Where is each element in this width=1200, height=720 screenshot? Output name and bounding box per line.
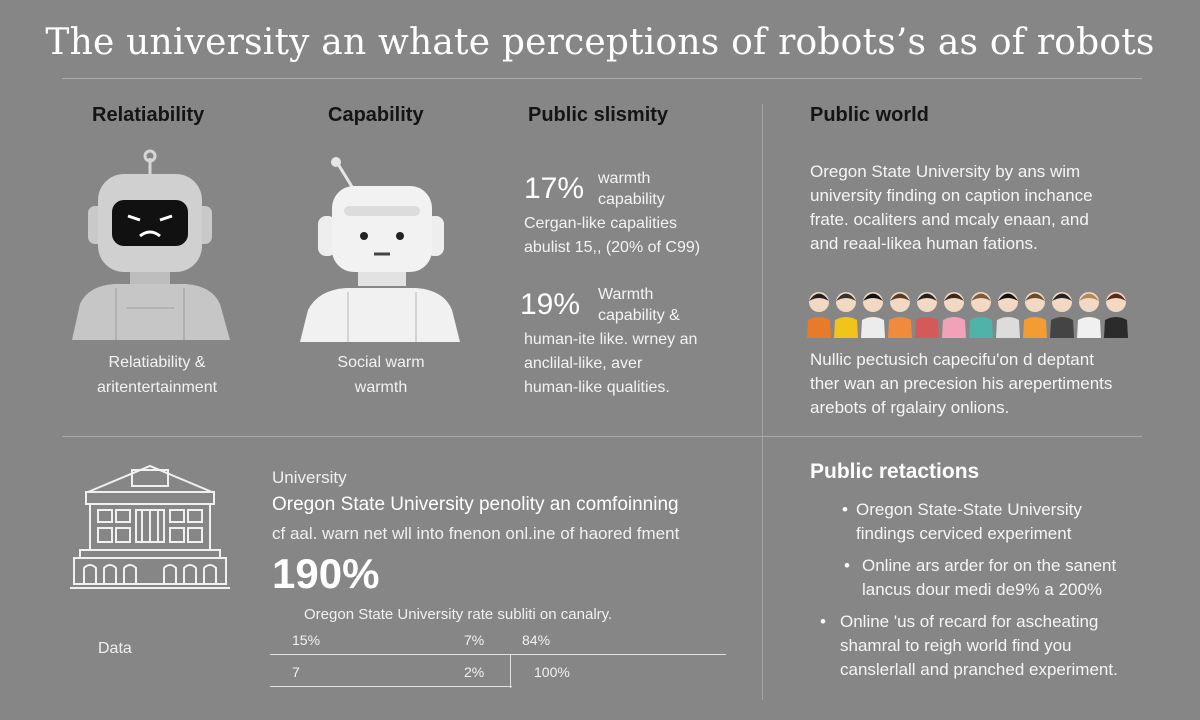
building-icon [70, 464, 230, 589]
heading-public-world: Public world [810, 104, 929, 126]
para2-line1: Nullic pectusich capecifu'on d deptant [810, 350, 1094, 369]
stat1-line2: abulist 15,, (20% of C99) [524, 239, 701, 256]
stat2-line3: human-like qualities. [524, 379, 670, 396]
public-relactions-heading: Public retactions [810, 460, 980, 483]
para1-line3: frate. ocaliters and mcaly enaan, and [810, 210, 1089, 229]
person-icon [1104, 292, 1128, 338]
vertical-divider [762, 104, 763, 700]
stat1-label: warmth capability [598, 168, 665, 210]
heading-public-similarity: Public slismity [528, 104, 669, 126]
list-item: • Online ars arder for on the sanent lan… [844, 554, 1117, 602]
table-divider [510, 654, 511, 688]
data-label: Data [98, 640, 132, 657]
para1-line4: and reaal-likea human fations. [810, 234, 1038, 253]
table-caption: Oregon State University rate subliti on … [304, 606, 613, 623]
person-icon [969, 292, 993, 338]
person-icon [807, 292, 831, 338]
list-item: • Online 'us of recard for ascheating sh… [820, 610, 1118, 682]
middle-divider [62, 436, 1142, 437]
heading-relatability: Relatiability [92, 104, 205, 126]
stat2-label: Warmth capability & [598, 284, 680, 326]
relatability-caption: Relatiability & aritentertainment [62, 350, 252, 400]
stat2-value: 19% [520, 288, 581, 321]
title-divider [62, 78, 1142, 79]
relatability-caption-line1: Relatiability & [108, 354, 206, 371]
para1-line2: university finding on caption inchance [810, 186, 1093, 205]
person-icon [888, 292, 912, 338]
bullet-icon: • [820, 612, 826, 631]
stat1-body: Cergan-like capalities abulist 15,, (20%… [524, 212, 700, 260]
stat2-label1: Warmth [598, 286, 654, 303]
para2-line3: arebots of rgalairy onlions. [810, 398, 1010, 417]
bullet3-line1: Online 'us of recard for ascheating [840, 612, 1099, 631]
person-icon [1077, 292, 1101, 338]
stat2-label2: capability & [598, 307, 680, 324]
big-value: 190% [272, 550, 380, 597]
robot-neutral-icon [300, 157, 460, 342]
para2-line2: ther wan an precesion his arepertiments [810, 374, 1113, 393]
table-cell: 2% [464, 664, 485, 680]
table-divider [270, 686, 512, 687]
data-table: 15% 7% 84% 7 2% 100% [270, 632, 726, 688]
bullet1-line2: findings cerviced experiment [856, 524, 1072, 543]
heading-capability: Capability [328, 104, 424, 126]
stat2-line2: anclilal-like, aver [524, 355, 643, 372]
capability-caption-line2: warmth [354, 379, 408, 396]
para1-line1: Oregon State University by ans wim [810, 162, 1081, 181]
person-icon [1050, 292, 1074, 338]
list-item: • Oregon State-State University findings… [842, 498, 1082, 546]
page-title: The university an whate perceptions of r… [45, 22, 1155, 63]
person-icon [834, 292, 858, 338]
stat1-line1: Cergan-like capalities [524, 215, 677, 232]
bullet1-line1: Oregon State-State University [856, 500, 1082, 519]
bottom-line1: Oregon State University penolity an comf… [272, 494, 679, 515]
person-icon [915, 292, 939, 338]
bullet2-line1: Online ars arder for on the sanent [862, 556, 1117, 575]
stat1-label2: capability [598, 191, 665, 208]
robot-frown-icon [72, 149, 230, 340]
stat2-body: human-ite like. wrney an anclilal-like, … [524, 328, 697, 400]
stat1-value: 17% [524, 172, 585, 205]
bullet2-line2: lancus dour medi de9% a 200% [862, 580, 1103, 599]
bullet3-line2: shamral to reigh world find you [840, 636, 1072, 655]
table-cell: 7% [464, 632, 485, 648]
table-cell: 84% [522, 632, 551, 648]
public-world-para1: Oregon State University by ans wim unive… [810, 160, 1093, 256]
capability-caption: Social warm warmth [296, 350, 466, 400]
public-world-para2: Nullic pectusich capecifu'on d deptant t… [810, 348, 1112, 420]
capability-caption-line1: Social warm [337, 354, 425, 371]
bullet-icon: • [842, 500, 848, 519]
bullet-icon: • [844, 556, 850, 575]
person-icon [861, 292, 885, 338]
relatability-caption-line2: aritentertainment [96, 379, 218, 396]
table-cell: 100% [534, 664, 570, 680]
person-icon [1023, 292, 1047, 338]
bottom-line2: cf aal. warn net wll into fnenon onl.ine… [272, 524, 680, 543]
person-icon [942, 292, 966, 338]
table-cell: 7 [292, 664, 300, 680]
stat2-line1: human-ite like. wrney an [524, 331, 698, 348]
university-label: University [272, 468, 347, 487]
stat1-label1: warmth [598, 170, 651, 187]
bullet3-line3: canslerlall and pranched experiment. [840, 660, 1118, 679]
table-cell: 15% [292, 632, 321, 648]
table-divider [270, 654, 726, 655]
person-icon [996, 292, 1020, 338]
crowd-icon [807, 292, 1128, 338]
